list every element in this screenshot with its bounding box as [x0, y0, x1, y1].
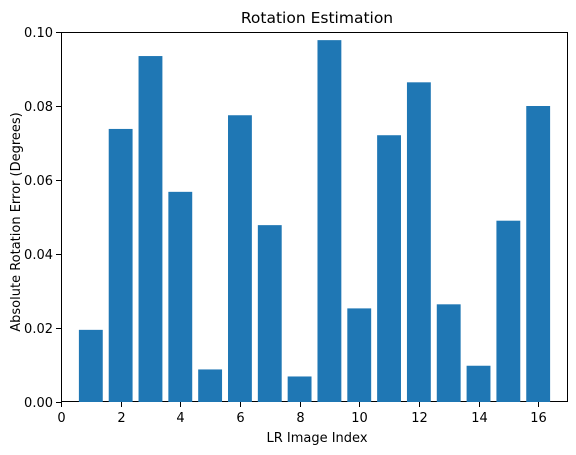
y-tick-label-1: 0.02	[24, 322, 53, 337]
y-tick-label-4: 0.08	[24, 100, 53, 115]
bar-14	[466, 365, 491, 402]
bar-5	[198, 369, 223, 402]
bar-2	[108, 128, 133, 402]
y-axis-label: Absolute Rotation Error (Degrees)	[9, 112, 24, 332]
bar-3	[138, 56, 163, 403]
bar-1	[78, 329, 103, 402]
y-axis: 0.00 0.02 0.04 0.06 0.08 0.10	[24, 26, 61, 411]
y-tick-label-5: 0.10	[24, 26, 53, 41]
x-tick-label-4: 4	[176, 411, 184, 426]
y-tick-label-3: 0.06	[24, 174, 53, 189]
x-tick-label-14: 14	[471, 411, 488, 426]
x-axis-label: LR Image Index	[266, 431, 367, 446]
x-tick-label-12: 12	[411, 411, 428, 426]
y-tick-label-2: 0.04	[24, 248, 53, 263]
bar-7	[257, 225, 282, 402]
x-tick-label-16: 16	[530, 411, 547, 426]
x-tick-label-0: 0	[57, 411, 65, 426]
bar-13	[436, 304, 461, 402]
x-tick-label-2: 2	[117, 411, 125, 426]
bar-12	[406, 82, 431, 402]
x-tick-label-10: 10	[351, 411, 368, 426]
x-axis: 0 2 4 6 8 10 12 14 16	[57, 402, 547, 426]
bar-6	[228, 115, 252, 402]
bar-10	[347, 308, 372, 402]
bar-4	[168, 191, 193, 402]
chart-title: Rotation Estimation	[241, 9, 393, 27]
y-tick-label-0: 0.00	[24, 396, 53, 411]
x-tick-label-8: 8	[296, 411, 304, 426]
bar-8	[287, 376, 312, 402]
plot-frame	[61, 32, 568, 402]
bar-16	[526, 106, 551, 402]
plot-area	[61, 32, 568, 402]
bar-15	[496, 220, 521, 402]
bars	[78, 40, 551, 403]
bar-9	[317, 40, 342, 402]
bar-11	[377, 135, 401, 403]
x-tick-label-6: 6	[236, 411, 244, 426]
